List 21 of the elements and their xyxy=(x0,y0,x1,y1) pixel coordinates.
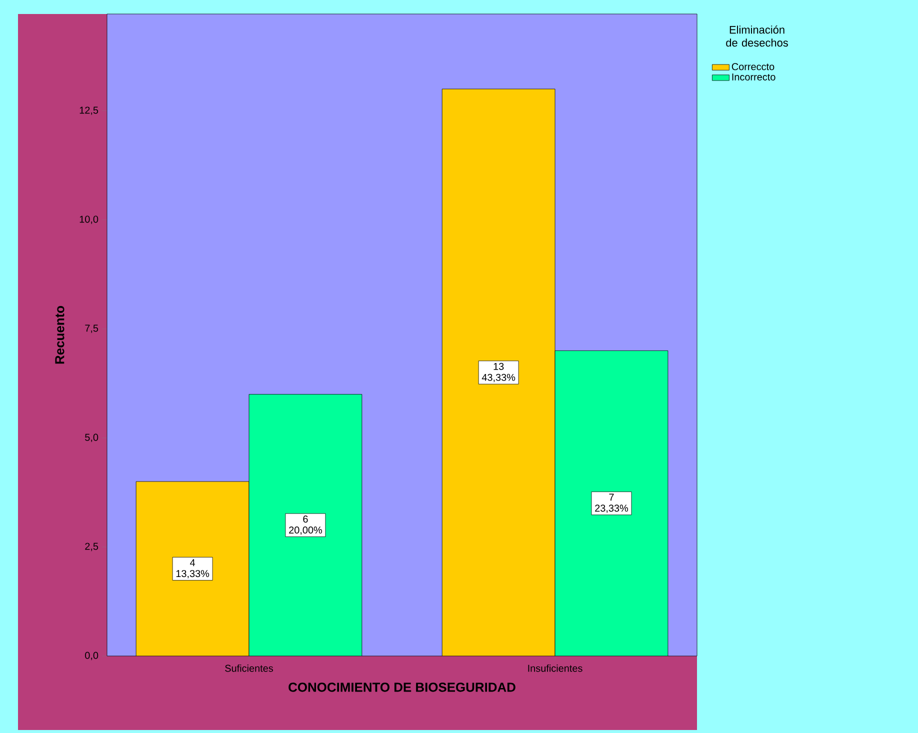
y-tick-label: 2,5 xyxy=(85,542,98,552)
legend-label: Correccto xyxy=(732,63,774,70)
x-tick-label: Insuficientes xyxy=(528,664,582,672)
y-tick-label: 10,0 xyxy=(80,216,98,224)
bar xyxy=(136,481,250,656)
data-label: 4 13,33% xyxy=(176,559,210,578)
x-tick-label: Suficientes xyxy=(225,664,274,672)
y-tick-label: 7,5 xyxy=(85,324,98,333)
x-axis-title: CONOCIMIENTO DE BIOSEGURIDAD xyxy=(288,682,516,692)
y-tick-label: 5,0 xyxy=(85,434,98,442)
y-axis-title: Recuento xyxy=(55,306,64,364)
data-label: 13 43,33% xyxy=(482,362,516,382)
data-label: 7 23,33% xyxy=(595,494,628,513)
bar xyxy=(442,88,556,656)
data-label: 6 20,00% xyxy=(289,516,322,535)
y-tick-label: 0,0 xyxy=(85,652,98,660)
bar xyxy=(248,394,362,656)
legend-title: Eliminación de desechos xyxy=(726,26,788,47)
bar xyxy=(554,350,668,656)
y-tick-label: 12,5 xyxy=(80,106,98,115)
legend-label: Incorrecto xyxy=(732,74,776,80)
